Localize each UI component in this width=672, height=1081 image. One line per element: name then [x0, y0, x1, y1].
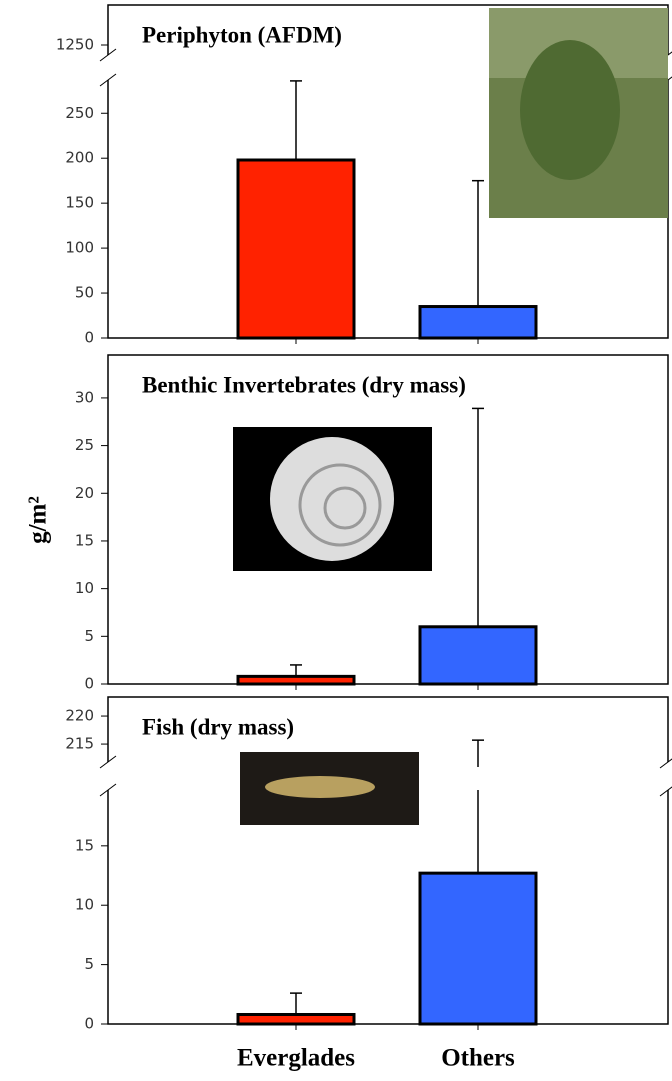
bar	[238, 676, 354, 684]
axis-break-gap	[105, 55, 111, 80]
bar	[420, 873, 536, 1024]
y-tick-label: 50	[75, 284, 94, 302]
y-tick-label: 5	[84, 955, 94, 973]
error-bar	[290, 81, 302, 160]
y-tick-label: 25	[75, 436, 94, 454]
y-tick-label: 220	[65, 707, 94, 725]
y-tick-label: 150	[65, 194, 94, 212]
y-tick-label: 0	[84, 1015, 94, 1033]
y-tick-label: 10	[75, 896, 94, 914]
y-tick-label: 1250	[56, 36, 94, 54]
y-tick-label: 200	[65, 149, 94, 167]
y-tick-label: 20	[75, 484, 94, 502]
chart: 0501001502002501250Periphyton (AFDM)0510…	[0, 0, 672, 1081]
y-tick-label: 0	[84, 329, 94, 347]
bar	[238, 160, 354, 338]
axis-break-gap	[105, 762, 111, 790]
y-tick-label: 0	[84, 675, 94, 693]
bar	[420, 307, 536, 338]
axis-break-gap	[665, 762, 671, 790]
y-tick-label: 250	[65, 104, 94, 122]
error-bar	[472, 408, 484, 626]
panel-frame	[108, 697, 668, 1024]
x-tick-label: Everglades	[237, 1045, 355, 1072]
panel-title: Periphyton (AFDM)	[142, 22, 342, 47]
bar	[420, 627, 536, 684]
y-tick-label: 10	[75, 579, 94, 597]
y-tick-label: 30	[75, 388, 94, 406]
fish-body	[265, 776, 375, 798]
y-tick-label: 15	[75, 836, 94, 854]
periphyton-clump	[520, 40, 620, 180]
snail-shell	[270, 437, 394, 561]
bar	[238, 1014, 354, 1024]
error-bar	[472, 181, 484, 307]
y-tick-label: 215	[65, 735, 94, 753]
y-tick-label: 100	[65, 239, 94, 257]
y-axis-label: g/m²	[25, 496, 52, 544]
panel-title: Fish (dry mass)	[142, 714, 294, 739]
y-tick-label: 15	[75, 531, 94, 549]
error-bar	[472, 740, 484, 873]
x-tick-label: Others	[441, 1045, 515, 1072]
y-tick-label: 5	[84, 627, 94, 645]
error-bar	[290, 993, 302, 1014]
error-bar	[290, 665, 302, 676]
panel-title: Benthic Invertebrates (dry mass)	[142, 372, 466, 397]
